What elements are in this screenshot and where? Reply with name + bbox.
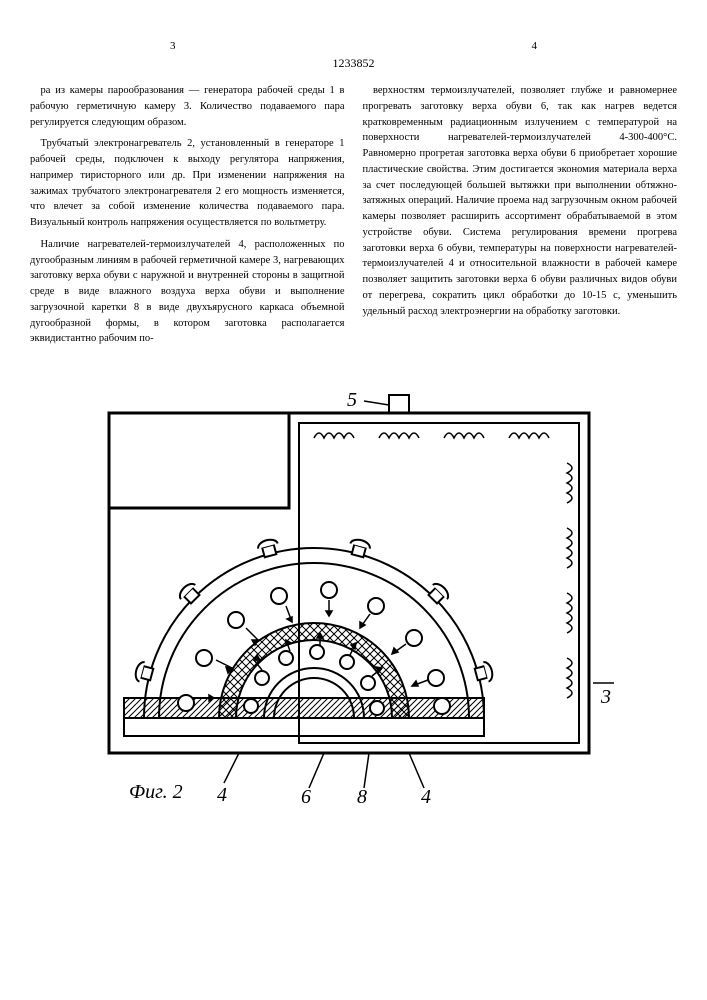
callout-4b: 4 xyxy=(421,786,431,808)
paragraph: Трубчатый электронагреватель 2, установл… xyxy=(30,136,345,231)
inlet xyxy=(389,395,409,413)
left-column: ра из камеры парообразования — генератор… xyxy=(30,83,345,353)
callout-3: 3 xyxy=(600,686,611,708)
paragraph: ра из камеры парообразования — генератор… xyxy=(30,83,345,130)
callout-4: 4 xyxy=(217,784,227,806)
figure-label: Фиг. 2 xyxy=(129,781,183,803)
inner-wall xyxy=(299,423,579,743)
callout-8: 8 xyxy=(357,786,367,808)
paragraph: верхностям термоизлучателей, позволяет г… xyxy=(363,83,678,319)
paragraph: Наличие нагревателей-термоизлучателей 4,… xyxy=(30,237,345,347)
diagram-svg: 5 xyxy=(89,383,619,813)
callout-6: 6 xyxy=(301,786,311,808)
block xyxy=(109,413,289,508)
arc-device xyxy=(124,538,494,736)
right-column: верхностям термоизлучателей, позволяет г… xyxy=(363,83,678,353)
figure: 5 xyxy=(30,383,677,813)
callout-5: 5 xyxy=(347,389,357,411)
page-numbers: 3 4 xyxy=(30,40,677,52)
page-left: 3 xyxy=(170,40,176,52)
page-right: 4 xyxy=(532,40,538,52)
doc-id: 1233852 xyxy=(30,56,677,71)
text-columns: ра из камеры парообразования — генератор… xyxy=(30,83,677,353)
